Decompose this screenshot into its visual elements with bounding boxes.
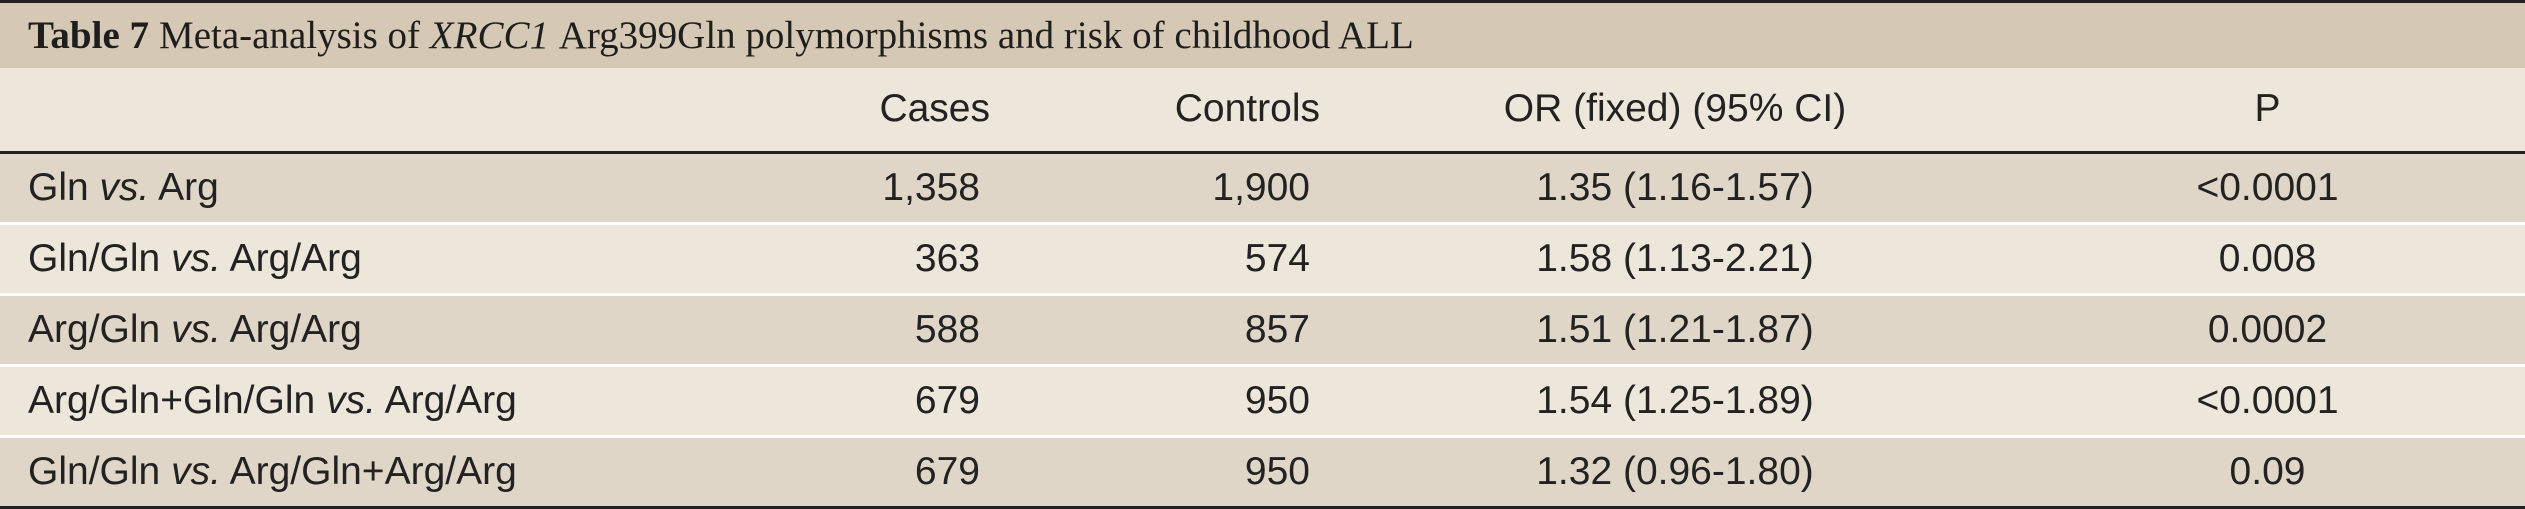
controls-cell: 574: [1095, 223, 1420, 296]
caption-gene: XRCC1: [429, 14, 549, 57]
cases-cell: 679: [805, 365, 1095, 438]
vs-label: vs.: [99, 165, 150, 209]
p-cell: <0.0001: [2080, 152, 2525, 225]
header-or: OR (fixed) (95% CI): [1420, 68, 2080, 154]
header-comparison: [0, 68, 805, 154]
controls-cell: 950: [1095, 436, 1420, 509]
header-cases: Cases: [805, 68, 1095, 154]
genotype-right: Arg/Arg: [229, 236, 362, 280]
comparison-cell: Arg/Gln vs. Arg/Arg: [0, 294, 805, 367]
or-cell: 1.54 (1.25-1.89): [1420, 365, 2080, 438]
table-row: Gln/Gln vs. Arg/Arg 363 574 1.58 (1.13-2…: [0, 223, 2525, 296]
vs-label: vs.: [326, 378, 376, 422]
controls-cell: 857: [1095, 294, 1420, 367]
genotype-left: Gln/Gln: [28, 449, 161, 493]
genotype-right: Arg/Gln+Arg/Arg: [229, 449, 517, 493]
table-row: Arg/Gln+Gln/Gln vs. Arg/Arg 679 950 1.54…: [0, 365, 2525, 438]
header-controls: Controls: [1095, 68, 1420, 154]
genotype-left: Arg/Gln+Gln/Gln: [28, 378, 316, 422]
controls-cell: 1,900: [1095, 152, 1420, 225]
or-cell: 1.58 (1.13-2.21): [1420, 223, 2080, 296]
p-cell: 0.008: [2080, 223, 2525, 296]
caption-text-before: Meta-analysis of: [159, 14, 421, 57]
cases-cell: 363: [805, 223, 1095, 296]
or-cell: 1.51 (1.21-1.87): [1420, 294, 2080, 367]
header-p: P: [2080, 68, 2525, 154]
header-row: Cases Controls OR (fixed) (95% CI) P: [0, 68, 2525, 154]
or-cell: 1.32 (0.96-1.80): [1420, 436, 2080, 509]
genotype-left: Arg/Gln: [28, 307, 161, 351]
genotype-left: Gln: [28, 165, 89, 209]
genotype-right: Arg/Arg: [384, 378, 517, 422]
comparison-cell: Gln vs. Arg: [0, 152, 805, 225]
genotype-left: Gln/Gln: [28, 236, 161, 280]
table-caption: Table 7 Meta-analysis of XRCC1 Arg399Gln…: [0, 0, 2525, 68]
genotype-right: Arg: [158, 165, 219, 209]
cases-cell: 679: [805, 436, 1095, 509]
vs-label: vs.: [171, 236, 221, 280]
vs-label: vs.: [171, 307, 221, 351]
or-cell: 1.35 (1.16-1.57): [1420, 152, 2080, 225]
p-cell: <0.0001: [2080, 365, 2525, 438]
cases-cell: 588: [805, 294, 1095, 367]
comparison-cell: Gln/Gln vs. Arg/Arg: [0, 223, 805, 296]
table-row: Gln/Gln vs. Arg/Gln+Arg/Arg 679 950 1.32…: [0, 436, 2525, 509]
data-table: Cases Controls OR (fixed) (95% CI) P Gln…: [0, 68, 2525, 509]
vs-label: vs.: [171, 449, 221, 493]
table-row: Gln vs. Arg 1,358 1,900 1.35 (1.16-1.57)…: [0, 152, 2525, 225]
p-cell: 0.0002: [2080, 294, 2525, 367]
table-label: Table 7: [28, 14, 150, 57]
cases-cell: 1,358: [805, 152, 1095, 225]
genotype-right: Arg/Arg: [229, 307, 362, 351]
controls-cell: 950: [1095, 365, 1420, 438]
caption-text-after: Arg399Gln polymorphisms and risk of chil…: [558, 14, 1414, 57]
comparison-cell: Arg/Gln+Gln/Gln vs. Arg/Arg: [0, 365, 805, 438]
table-row: Arg/Gln vs. Arg/Arg 588 857 1.51 (1.21-1…: [0, 294, 2525, 367]
p-cell: 0.09: [2080, 436, 2525, 509]
comparison-cell: Gln/Gln vs. Arg/Gln+Arg/Arg: [0, 436, 805, 509]
